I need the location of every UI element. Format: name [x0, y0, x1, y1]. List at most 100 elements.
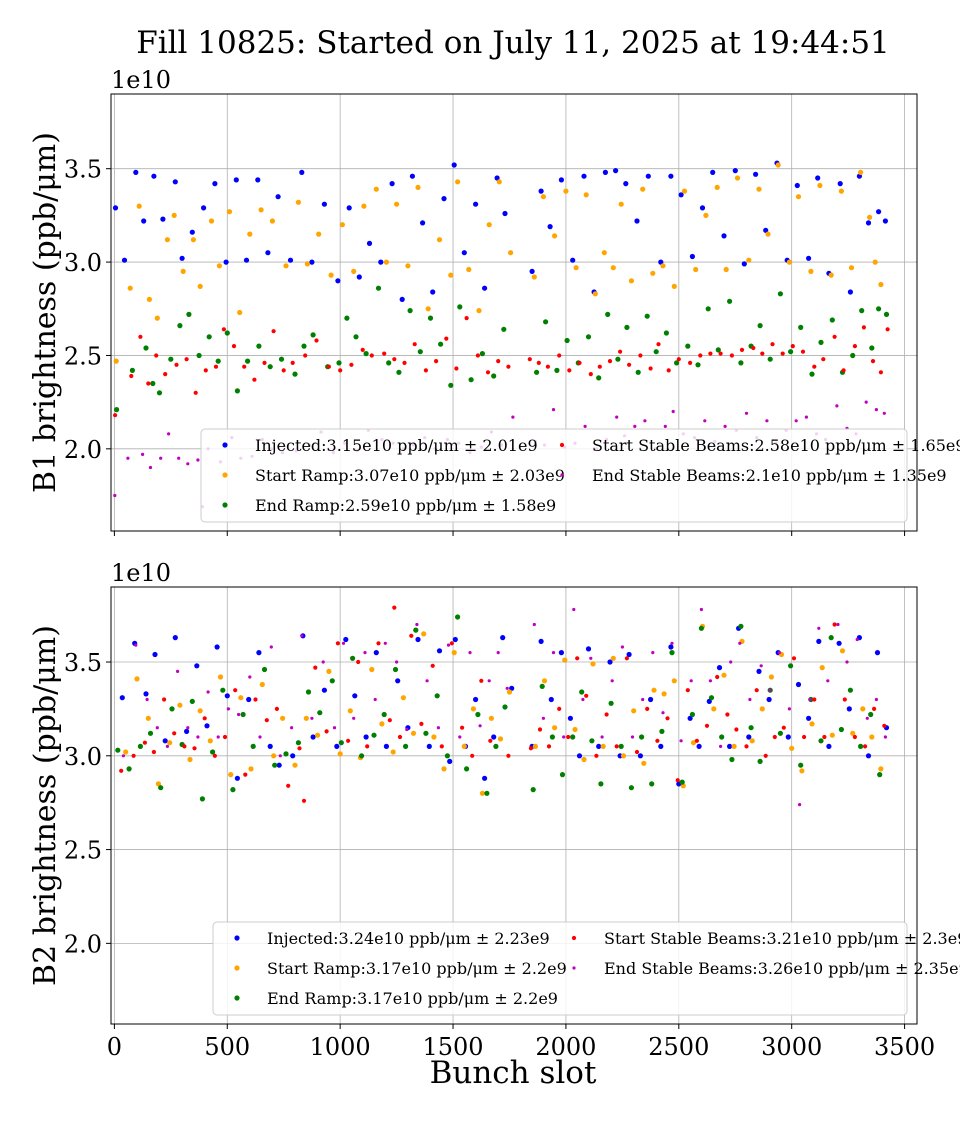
data-point: [310, 716, 314, 720]
data-point: [679, 779, 685, 785]
data-point: [738, 641, 742, 645]
data-point: [643, 419, 647, 423]
data-point: [366, 240, 373, 246]
data-point: [645, 173, 651, 179]
data-point: [383, 641, 387, 645]
data-point: [711, 706, 717, 712]
data-point: [134, 676, 140, 682]
legend-marker: [234, 995, 240, 1001]
data-point: [829, 732, 835, 738]
data-point: [847, 687, 854, 693]
data-point: [596, 743, 602, 750]
data-point: [788, 349, 794, 355]
axes-frame: [110, 93, 918, 532]
data-point: [757, 758, 763, 765]
data-point: [739, 347, 745, 352]
data-point: [419, 721, 424, 727]
legend-box: [212, 921, 908, 1016]
data-point: [808, 697, 812, 702]
data-point: [267, 364, 273, 370]
data-point: [670, 641, 674, 645]
data-point: [727, 298, 733, 304]
data-point: [719, 744, 723, 749]
data-point: [751, 345, 756, 351]
data-point: [256, 343, 262, 349]
data-point: [145, 697, 149, 702]
data-point: [430, 289, 436, 295]
data-point: [283, 751, 289, 757]
data-point: [441, 196, 447, 202]
data-point: [496, 179, 502, 185]
data-point: [547, 224, 553, 230]
data-point: [690, 740, 697, 746]
y-tick-label: 3.0: [64, 743, 102, 771]
data-point: [383, 259, 389, 265]
data-point: [258, 735, 262, 739]
data-point: [753, 171, 759, 177]
data-point: [836, 640, 842, 646]
data-point: [339, 222, 345, 228]
data-point: [868, 711, 874, 718]
data-point: [267, 743, 273, 750]
data-point: [436, 237, 443, 243]
data-point: [172, 635, 178, 641]
data-point: [164, 237, 170, 243]
legend-entry: End Stable Beams:3.26e10 ppb/μm ± 2.35e9: [604, 959, 960, 978]
data-point: [376, 641, 381, 646]
data-point: [396, 369, 402, 375]
data-point: [710, 169, 716, 175]
data-point: [488, 738, 493, 743]
data-point: [464, 766, 470, 772]
data-point: [497, 736, 504, 742]
data-point: [326, 668, 332, 675]
data-point: [403, 743, 409, 750]
data-point: [423, 368, 428, 373]
data-point: [478, 724, 482, 728]
data-point: [777, 651, 781, 655]
data-point: [212, 181, 218, 187]
data-point: [602, 169, 609, 175]
data-point: [310, 734, 316, 740]
axes-frame: [110, 586, 918, 1025]
chart-panel-2: 0 500 1000 1500 2000 2500 3000 3500 2.0 2.5 3.0 3.5…: [28, 559, 960, 1061]
data-point: [590, 661, 596, 667]
data-point: [689, 711, 696, 718]
data-point: [829, 317, 835, 323]
data-point: [448, 272, 454, 278]
data-point: [723, 266, 729, 273]
data-point: [174, 362, 179, 367]
data-point: [468, 377, 474, 383]
series-start-ramp: [123, 623, 884, 796]
data-point: [197, 283, 203, 289]
data-point: [551, 408, 556, 412]
data-point: [193, 390, 198, 395]
data-point: [213, 364, 219, 369]
data-point: [287, 257, 294, 263]
data-point: [577, 360, 582, 365]
data-point: [558, 650, 565, 656]
legend-marker: [571, 935, 577, 941]
data-point: [699, 205, 706, 211]
y-scale-label: 1e10: [111, 66, 171, 94]
data-point: [353, 334, 359, 340]
data-point: [165, 744, 169, 749]
data-point: [390, 749, 396, 755]
data-point: [155, 726, 159, 730]
data-point: [663, 424, 667, 428]
data-point: [685, 688, 690, 693]
data-point: [581, 756, 587, 763]
data-point: [479, 351, 485, 357]
data-point: [113, 358, 119, 364]
data-point: [869, 345, 875, 351]
data-point: [618, 201, 624, 207]
data-point: [347, 708, 353, 714]
data-point: [155, 781, 161, 787]
data-point: [734, 175, 741, 181]
data-point: [457, 304, 463, 310]
data-point: [551, 651, 556, 655]
data-point: [248, 675, 252, 679]
data-point: [527, 357, 532, 362]
data-point: [725, 712, 730, 717]
series-injected: [112, 160, 889, 302]
data-point: [461, 250, 467, 256]
